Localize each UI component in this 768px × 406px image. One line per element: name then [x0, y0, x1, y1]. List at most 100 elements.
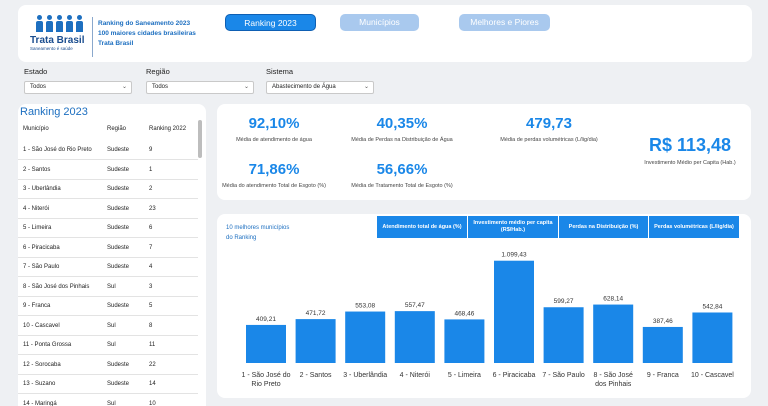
table-row[interactable]: 2 - Santos Sudeste 1: [18, 161, 198, 180]
bar-value-label: 409,21: [256, 316, 276, 323]
cell-ranking-2022: 5: [149, 303, 153, 309]
bar[interactable]: [692, 312, 733, 363]
cell-regiao: Sudeste: [107, 244, 130, 251]
table-row[interactable]: 12 - Sorocaba Sudeste 22: [18, 356, 198, 375]
cell-ranking-2022: 8: [149, 322, 153, 329]
nav-melhores-piores-button[interactable]: Melhores e Piores: [459, 14, 550, 31]
cell-municipio: 4 - Niterói: [23, 205, 50, 212]
cell-municipio: 9 - Franca: [23, 303, 51, 309]
bar[interactable]: [345, 311, 386, 363]
table-row[interactable]: 10 - Cascavel Sul 8: [18, 317, 198, 336]
bar[interactable]: [295, 319, 336, 363]
cell-municipio: 6 - Piracicaba: [23, 244, 60, 251]
chart-title-line-1: 10 melhores municípios: [226, 225, 290, 231]
cell-regiao: Sul: [107, 342, 116, 348]
chevron-down-icon: ⌄: [243, 84, 249, 90]
table-row[interactable]: 5 - Limeira Sudeste 6: [18, 219, 198, 238]
header-title-line-3: Trata Brasil: [98, 40, 134, 47]
header-bar: Trata Brasil Saneamento é saúde Ranking …: [18, 5, 752, 62]
bar[interactable]: [394, 311, 435, 363]
cell-municipio: 14 - Maringá: [23, 400, 57, 406]
sistema-filter-label: Sistema: [266, 67, 294, 76]
bar-value-label: 387,46: [653, 318, 673, 325]
cell-municipio: 10 - Cascavel: [23, 322, 60, 329]
cell-regiao: Sul: [107, 400, 116, 406]
ranking-table-panel: Ranking 2023 Município Região Ranking 20…: [18, 104, 206, 406]
x-tick-label: 7 - São Paulo: [542, 372, 585, 379]
header-divider: [92, 17, 93, 57]
cell-regiao: Sudeste: [107, 303, 130, 309]
metric-perdas-volumetricas-button[interactable]: Perdas volumétricas (L/lig/dia): [649, 216, 739, 238]
bar[interactable]: [543, 307, 584, 363]
chevron-down-icon: ⌄: [121, 84, 127, 90]
cell-ranking-2022: 7: [149, 244, 153, 251]
cell-ranking-2022: 9: [149, 147, 153, 153]
bar[interactable]: [593, 304, 634, 363]
table-row[interactable]: 3 - Uberlândia Sudeste 2: [18, 180, 198, 199]
metric-atendimento-agua-button[interactable]: Atendimento total de água (%): [377, 216, 467, 238]
table-row[interactable]: 11 - Ponta Grossa Sul 11: [18, 336, 198, 355]
cell-regiao: Sul: [107, 283, 116, 290]
cell-regiao: Sul: [107, 322, 116, 329]
kpi-investimento-value: R$ 113,48: [648, 135, 732, 155]
kpi-atendimento-esgoto-label: Média do atendimento Total de Esgoto (%): [222, 183, 326, 189]
kpi-tratamento-esgoto-label: Média de Tratamento Total de Esgoto (%): [351, 183, 453, 189]
table-row[interactable]: 8 - São José dos Pinhais Sul 3: [18, 278, 198, 297]
table-row[interactable]: 14 - Maringá Sul 10: [18, 395, 198, 406]
bar[interactable]: [444, 319, 485, 363]
header-title-line-2: 100 maiores cidades brasileiras: [98, 30, 196, 37]
header-title: Ranking do Saneamento 2023 100 maiores c…: [98, 19, 196, 49]
bar-value-label: 542,84: [702, 303, 722, 310]
logo-tagline: Saneamento é saúde: [30, 46, 73, 51]
bar-chart: 409,21 1 - São José do Rio Preto 471,72 2 - …: [241, 252, 734, 388]
sistema-select[interactable]: Abastecimento de Água ⌄: [266, 81, 374, 94]
table-row[interactable]: 6 - Piracicaba Sudeste 7: [18, 239, 198, 258]
bar-value-label: 1.099,43: [501, 252, 527, 259]
metric-perdas-distribuicao-button[interactable]: Perdas na Distribuição (%): [559, 216, 648, 238]
x-tick-label: 3 - Uberlândia: [343, 372, 387, 379]
x-tick-label: 10 - Cascavel: [691, 372, 734, 379]
logo-name: Trata Brasil: [30, 35, 85, 46]
top10-chart-panel: 10 melhores municípios do Ranking Atendi…: [217, 214, 751, 398]
cell-regiao: Sudeste: [107, 166, 130, 173]
x-tick-label: 1 - São José do: [241, 372, 290, 379]
kpi-atendimento-agua-value: 92,10%: [248, 115, 300, 132]
ranking-title: Ranking 2023: [20, 106, 88, 118]
column-header-regiao[interactable]: Região: [107, 126, 127, 132]
table-row[interactable]: 7 - São Paulo Sudeste 4: [18, 258, 198, 277]
kpi-perdas-distribuicao-label: Média de Perdas na Distribuição de Água: [351, 137, 453, 143]
cell-municipio: 13 - Suzano: [23, 381, 56, 387]
chart-title: 10 melhores municípios do Ranking: [226, 223, 289, 243]
regiao-select[interactable]: Todos ⌄: [146, 81, 254, 94]
table-row[interactable]: 4 - Niterói Sudeste 23: [18, 200, 198, 219]
cell-ranking-2022: 3: [149, 283, 153, 290]
header-title-line-1: Ranking do Saneamento 2023: [98, 20, 191, 27]
table-row[interactable]: 9 - Franca Sudeste 5: [18, 297, 198, 316]
table-row[interactable]: 1 - São José do Rio Preto Sudeste 9: [18, 141, 198, 160]
regiao-filter-label: Região: [146, 67, 170, 76]
kpi-investimento-label: Investimento Médio per Capita (Hab.): [644, 160, 736, 166]
table-row[interactable]: 13 - Suzano Sudeste 14: [18, 375, 198, 394]
cell-ranking-2022: 6: [149, 225, 153, 231]
metric-investimento-button[interactable]: Investimento médio per capita (R$/Hab.): [468, 216, 558, 238]
kpi-perdas-volumetricas-value: 479,73: [526, 115, 572, 132]
cell-ranking-2022: 2: [149, 186, 153, 192]
bar[interactable]: [246, 324, 286, 363]
kpi-perdas-volumetricas-label: Média de perdas volumétricas (L/lig/dia): [500, 137, 598, 143]
nav-municipios-button[interactable]: Municípios: [340, 14, 419, 31]
nav-ranking-2023-button[interactable]: Ranking 2023: [225, 14, 316, 31]
column-header-ranking-2022[interactable]: Ranking 2022: [149, 126, 187, 132]
table-scrollbar[interactable]: [198, 120, 202, 158]
cell-municipio: 5 - Limeira: [23, 225, 52, 231]
cell-municipio: 7 - São Paulo: [23, 264, 60, 270]
kpi-perdas-distribuicao-value: 40,35%: [376, 115, 428, 132]
cell-municipio: 1 - São José do Rio Preto: [23, 147, 92, 153]
column-header-municipio[interactable]: Município: [23, 126, 49, 132]
cell-ranking-2022: 14: [149, 381, 156, 387]
bar[interactable]: [642, 326, 683, 363]
estado-select[interactable]: Todos ⌄: [24, 81, 132, 94]
bar[interactable]: [494, 260, 534, 363]
regiao-select-value: Todos: [152, 84, 169, 90]
cell-ranking-2022: 23: [149, 205, 156, 212]
estado-select-value: Todos: [30, 84, 47, 90]
